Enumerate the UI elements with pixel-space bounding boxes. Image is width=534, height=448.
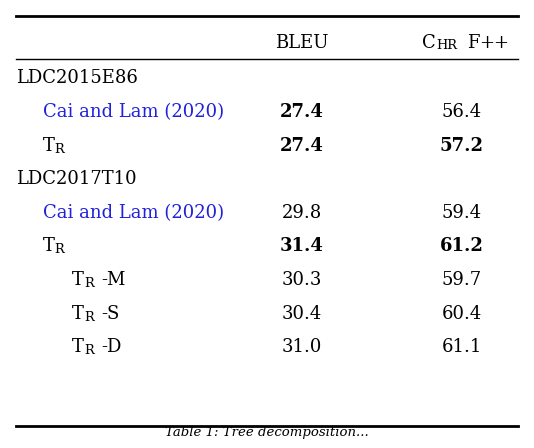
- Text: 31.0: 31.0: [281, 338, 322, 356]
- Text: R: R: [84, 277, 93, 290]
- Text: 31.4: 31.4: [280, 237, 324, 255]
- Text: 29.8: 29.8: [281, 204, 322, 222]
- Text: LDC2017T10: LDC2017T10: [16, 170, 137, 188]
- Text: T: T: [72, 338, 84, 356]
- Text: 30.4: 30.4: [281, 305, 322, 323]
- Text: R: R: [84, 344, 93, 358]
- Text: C: C: [422, 34, 436, 52]
- Text: 61.2: 61.2: [440, 237, 484, 255]
- Text: 57.2: 57.2: [440, 137, 484, 155]
- Text: -M: -M: [101, 271, 126, 289]
- Text: 59.4: 59.4: [442, 204, 482, 222]
- Text: 27.4: 27.4: [280, 103, 324, 121]
- Text: LDC2015E86: LDC2015E86: [16, 69, 138, 87]
- Text: 27.4: 27.4: [280, 137, 324, 155]
- Text: T: T: [43, 137, 54, 155]
- Text: 59.7: 59.7: [442, 271, 482, 289]
- Text: T: T: [72, 271, 84, 289]
- Text: 60.4: 60.4: [442, 305, 482, 323]
- Text: Cai and Lam (2020): Cai and Lam (2020): [43, 103, 224, 121]
- Text: T: T: [43, 237, 54, 255]
- Text: R: R: [54, 142, 64, 156]
- Text: 30.3: 30.3: [281, 271, 322, 289]
- Text: T: T: [72, 305, 84, 323]
- Text: -D: -D: [101, 338, 122, 356]
- Text: HR: HR: [437, 39, 458, 52]
- Text: R: R: [84, 310, 93, 324]
- Text: Cai and Lam (2020): Cai and Lam (2020): [43, 204, 224, 222]
- Text: Table 1: Tree decomposition...: Table 1: Tree decomposition...: [165, 426, 369, 439]
- Text: ++: ++: [479, 34, 509, 52]
- Text: 61.1: 61.1: [442, 338, 482, 356]
- Text: R: R: [54, 243, 64, 257]
- Text: -S: -S: [101, 305, 120, 323]
- Text: BLEU: BLEU: [275, 34, 328, 52]
- Text: 56.4: 56.4: [442, 103, 482, 121]
- Text: F: F: [467, 34, 480, 52]
